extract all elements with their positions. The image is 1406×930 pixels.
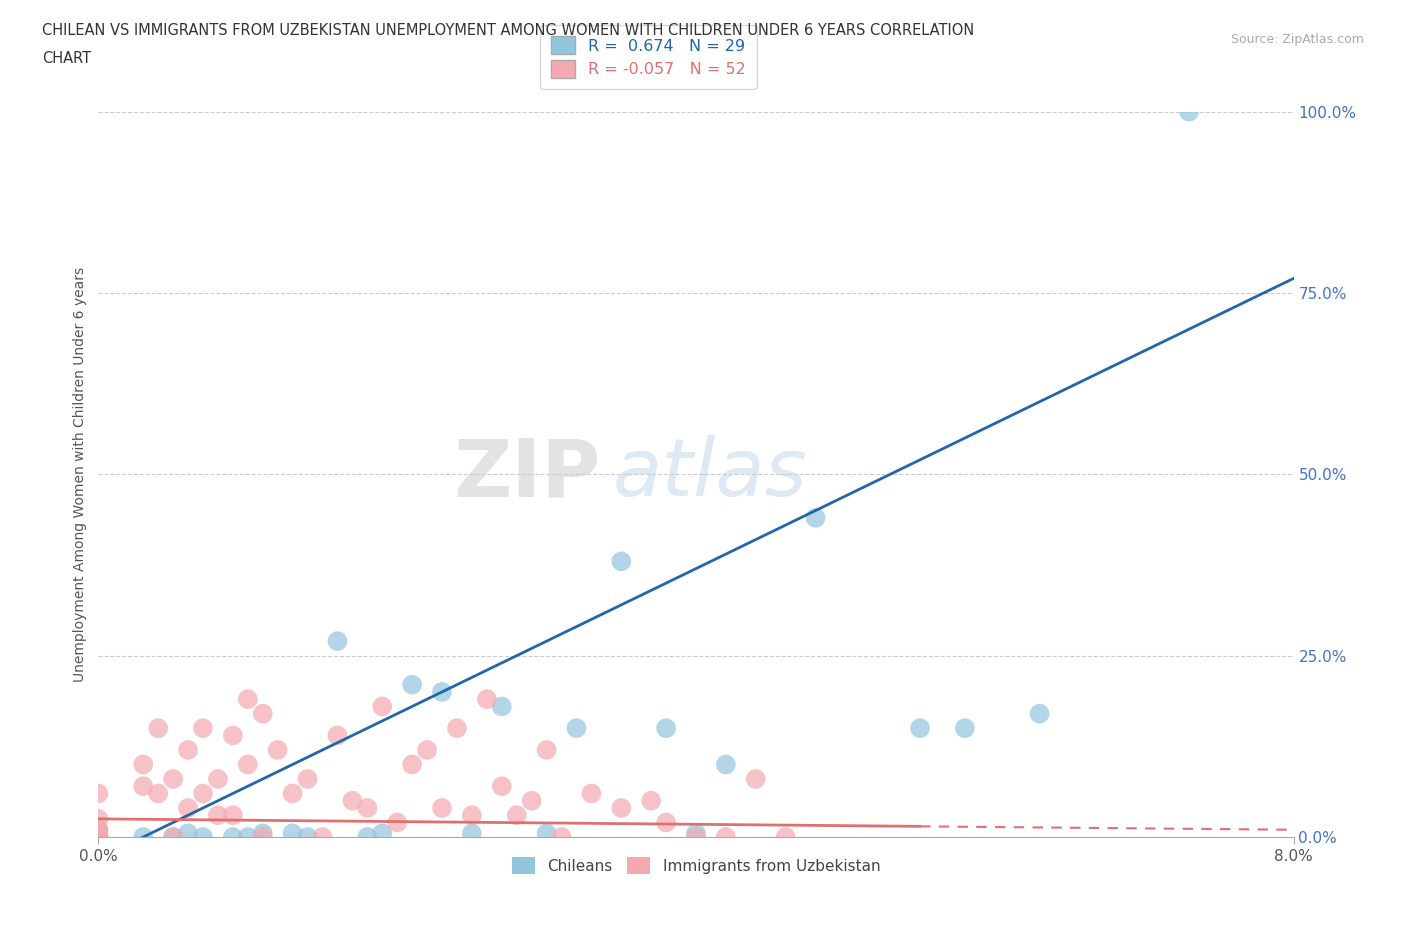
Point [87, 826, 110, 841]
Point [565, 721, 588, 736]
Point [491, 778, 513, 793]
Text: atlas: atlas [613, 435, 807, 513]
Point [356, 830, 378, 844]
Point [655, 815, 678, 830]
Point [132, 830, 155, 844]
Point [775, 830, 797, 844]
Point [207, 808, 229, 823]
Point [655, 721, 678, 736]
Point [685, 830, 707, 844]
Point [342, 793, 364, 808]
Point [132, 778, 155, 793]
Point [371, 699, 394, 714]
Point [87, 822, 110, 837]
Point [1028, 706, 1050, 721]
Point [222, 830, 245, 844]
Point [385, 815, 409, 830]
Point [610, 554, 633, 569]
Point [536, 826, 558, 841]
Point [252, 830, 274, 844]
Point [132, 757, 155, 772]
Point [430, 684, 453, 699]
Point [311, 830, 333, 844]
Point [148, 721, 170, 736]
Point [1178, 104, 1201, 119]
Text: CHART: CHART [42, 51, 91, 66]
Point [191, 721, 214, 736]
Point [401, 677, 423, 692]
Point [267, 742, 290, 757]
Point [908, 721, 931, 736]
Point [326, 728, 349, 743]
Text: ZIP: ZIP [453, 435, 600, 513]
Point [371, 826, 394, 841]
Text: Source: ZipAtlas.com: Source: ZipAtlas.com [1230, 33, 1364, 46]
Point [148, 786, 170, 801]
Point [236, 830, 259, 844]
Point [191, 786, 214, 801]
Point [222, 808, 245, 823]
Point [685, 826, 707, 841]
Point [550, 830, 572, 844]
Point [191, 830, 214, 844]
Point [87, 830, 110, 844]
Point [446, 721, 468, 736]
Point [326, 633, 349, 648]
Point [520, 793, 543, 808]
Point [162, 830, 184, 844]
Point [640, 793, 662, 808]
Point [536, 742, 558, 757]
Point [953, 721, 976, 736]
Point [714, 757, 737, 772]
Text: CHILEAN VS IMMIGRANTS FROM UZBEKISTAN UNEMPLOYMENT AMONG WOMEN WITH CHILDREN UND: CHILEAN VS IMMIGRANTS FROM UZBEKISTAN UN… [42, 23, 974, 38]
Point [162, 830, 184, 844]
Y-axis label: Unemployment Among Women with Children Under 6 years: Unemployment Among Women with Children U… [73, 267, 87, 682]
Point [297, 830, 319, 844]
Point [745, 772, 768, 787]
Point [416, 742, 439, 757]
Point [461, 826, 484, 841]
Point [177, 801, 200, 816]
Point [222, 728, 245, 743]
Point [461, 808, 484, 823]
Point [87, 811, 110, 827]
Point [177, 826, 200, 841]
Point [804, 511, 827, 525]
Point [297, 772, 319, 787]
Point [87, 830, 110, 844]
Point [281, 786, 304, 801]
Point [162, 772, 184, 787]
Point [177, 742, 200, 757]
Point [252, 826, 274, 841]
Point [87, 786, 110, 801]
Point [610, 801, 633, 816]
Point [281, 826, 304, 841]
Point [87, 830, 110, 844]
Point [87, 822, 110, 837]
Point [581, 786, 603, 801]
Point [714, 830, 737, 844]
Point [430, 801, 453, 816]
Point [356, 801, 378, 816]
Point [401, 757, 423, 772]
Point [506, 808, 529, 823]
Point [207, 772, 229, 787]
Point [491, 699, 513, 714]
Point [252, 706, 274, 721]
Point [236, 757, 259, 772]
Point [236, 692, 259, 707]
Legend: Chileans, Immigrants from Uzbekistan: Chileans, Immigrants from Uzbekistan [506, 851, 886, 880]
Point [475, 692, 498, 707]
